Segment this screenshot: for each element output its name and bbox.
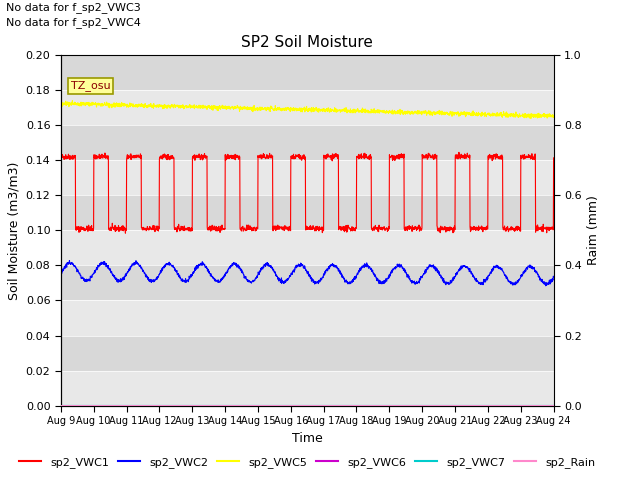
- Bar: [61, 371, 554, 406]
- Bar: [61, 336, 554, 371]
- Legend: sp2_VWC1, sp2_VWC2, sp2_VWC5, sp2_VWC6, sp2_VWC7, sp2_Rain: sp2_VWC1, sp2_VWC2, sp2_VWC5, sp2_VWC6, …: [15, 452, 600, 472]
- Title: SP2 Soil Moisture: SP2 Soil Moisture: [241, 35, 373, 50]
- X-axis label: Time: Time: [292, 432, 323, 444]
- Bar: [61, 125, 554, 160]
- Y-axis label: Soil Moisture (m3/m3): Soil Moisture (m3/m3): [7, 161, 20, 300]
- Bar: [61, 230, 554, 265]
- Bar: [61, 55, 554, 90]
- Bar: [61, 90, 554, 125]
- Text: TZ_osu: TZ_osu: [70, 81, 110, 91]
- Bar: [61, 265, 554, 300]
- Text: No data for f_sp2_VWC3: No data for f_sp2_VWC3: [6, 2, 141, 13]
- Bar: [61, 195, 554, 230]
- Bar: [61, 300, 554, 336]
- Text: No data for f_sp2_VWC4: No data for f_sp2_VWC4: [6, 17, 141, 28]
- Y-axis label: Raim (mm): Raim (mm): [588, 195, 600, 265]
- Bar: [61, 160, 554, 195]
